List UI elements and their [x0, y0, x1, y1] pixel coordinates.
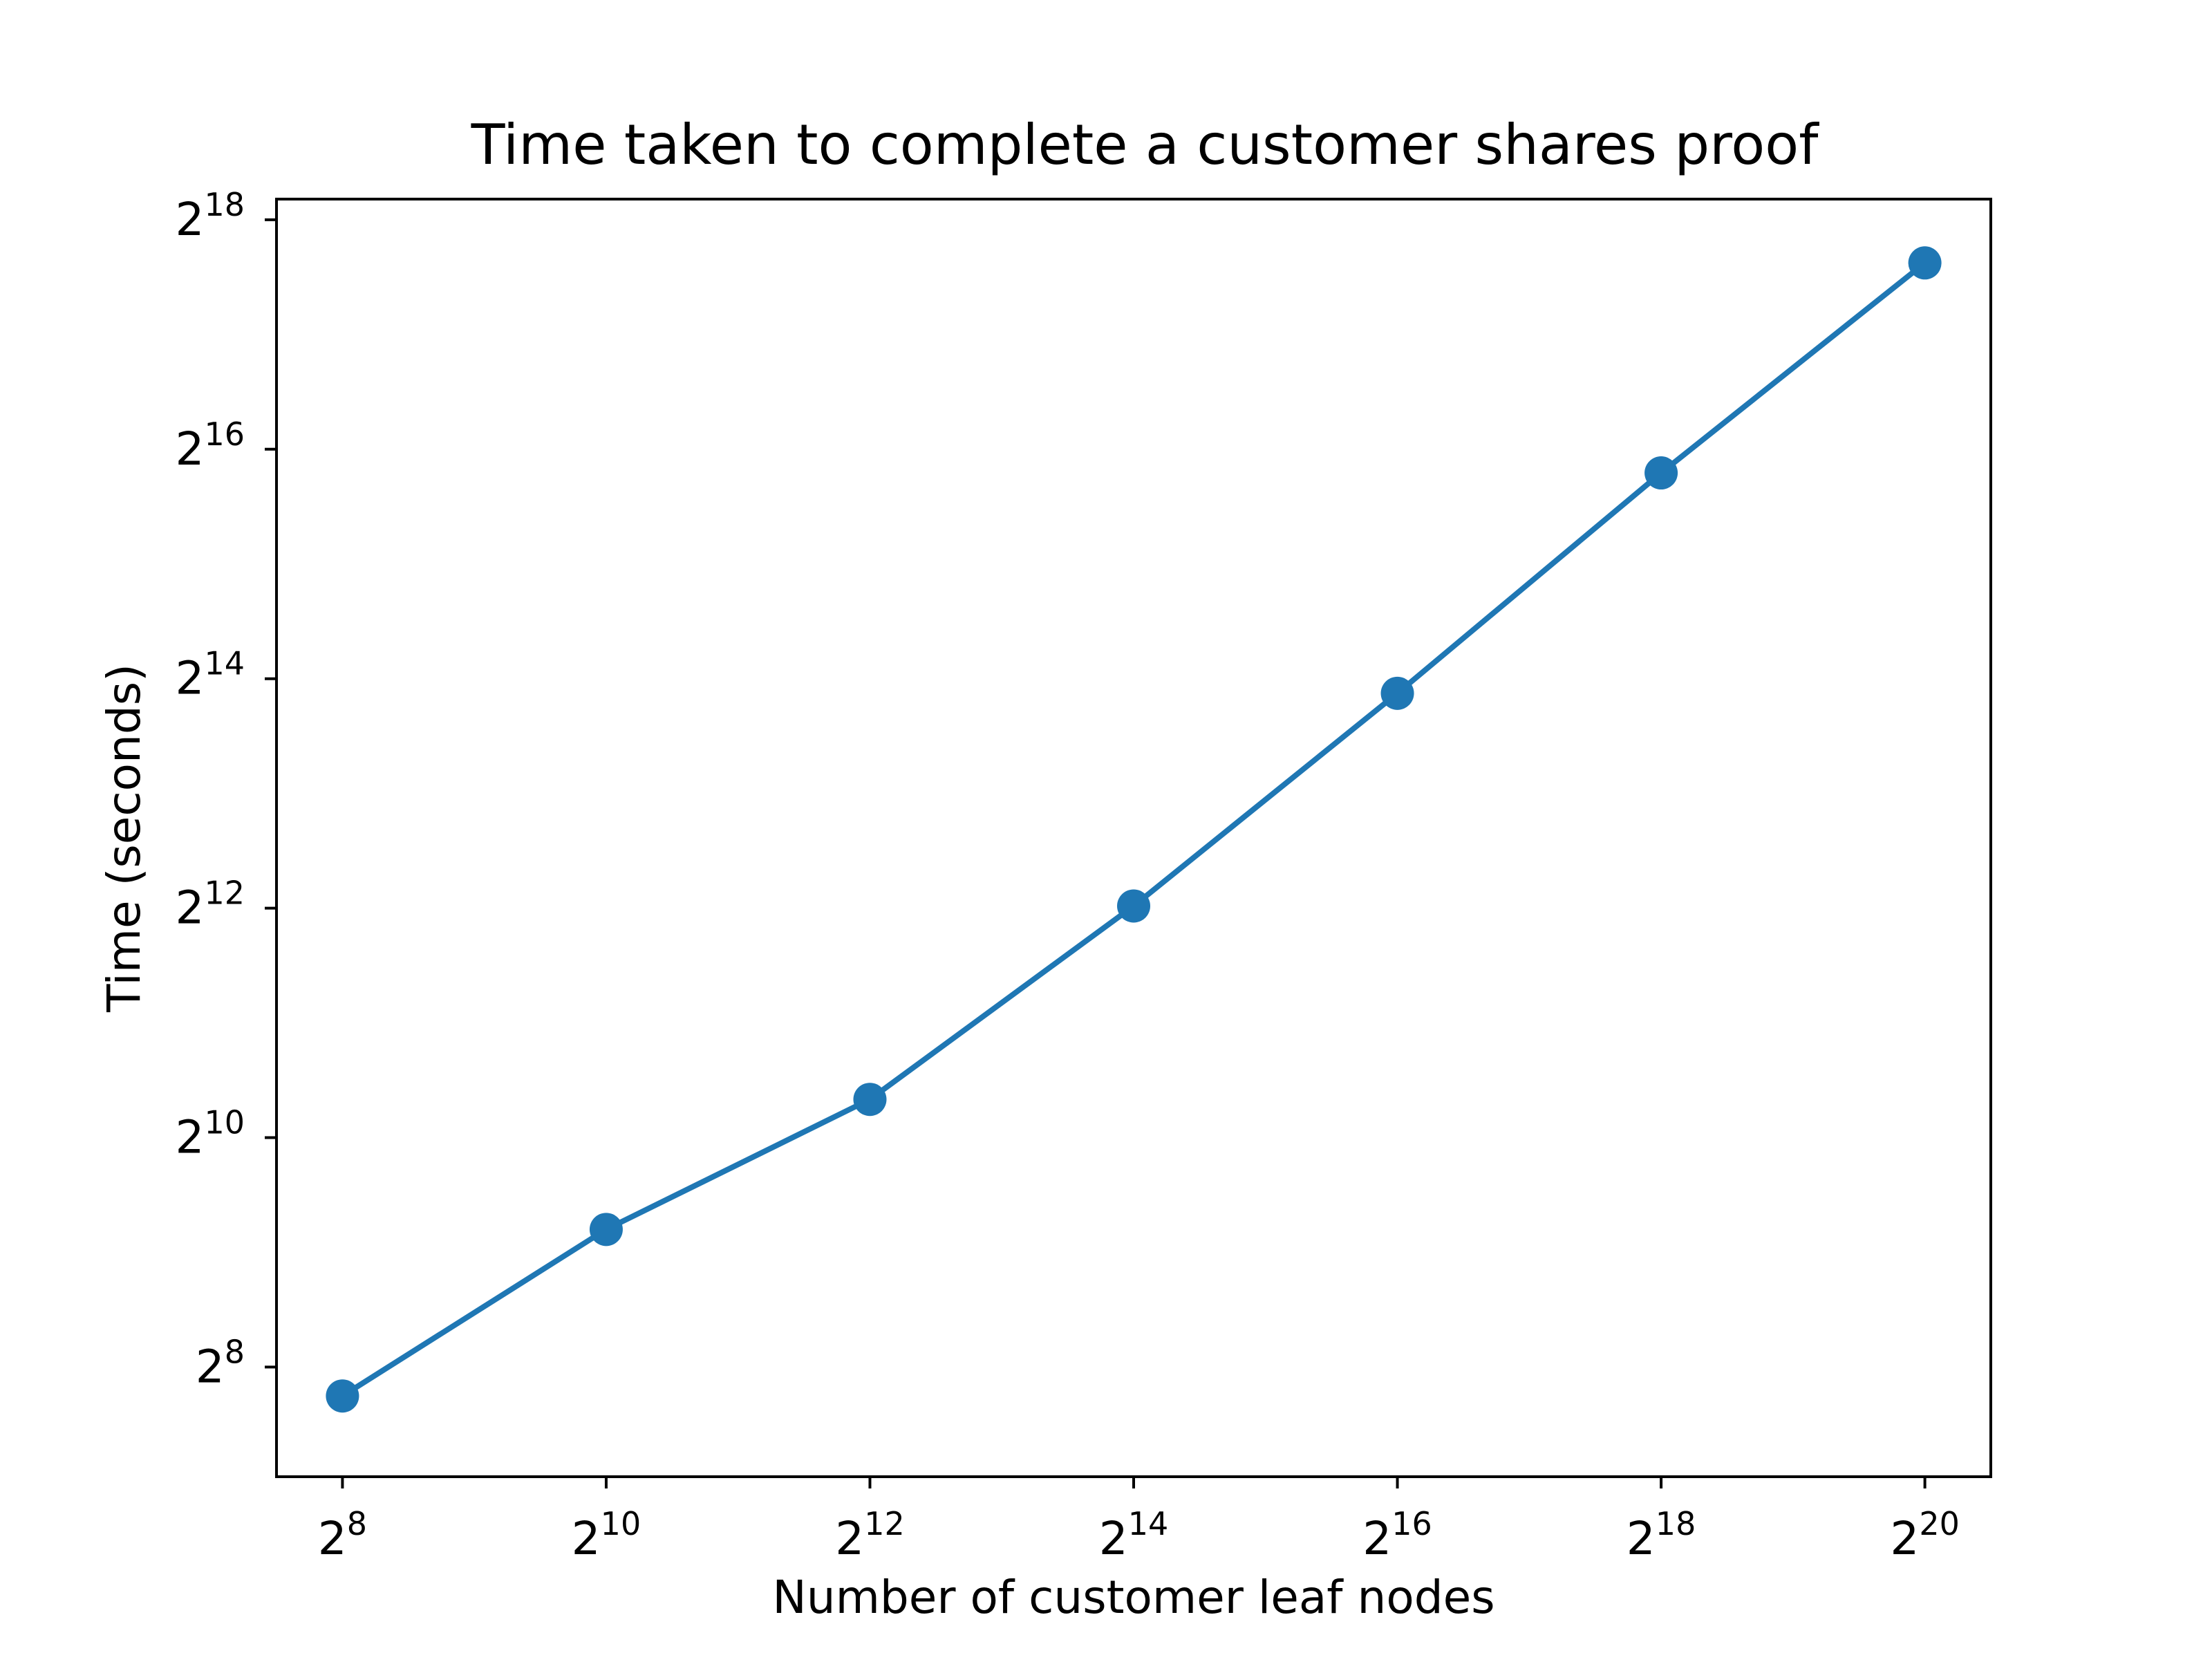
x-axis-label: Number of customer leaf nodes	[772, 1571, 1494, 1624]
data-point	[1908, 246, 1942, 280]
x-tick-label: 218	[1627, 1505, 1696, 1565]
x-tick-label: 220	[1890, 1505, 1960, 1565]
y-tick-label: 210	[175, 1104, 245, 1164]
y-tick-label: 218	[175, 186, 245, 246]
data-point	[1644, 456, 1678, 490]
data-point	[1117, 889, 1151, 923]
series-layer	[326, 246, 1942, 1413]
data-point	[853, 1083, 887, 1117]
x-tick-label: 28	[318, 1505, 367, 1565]
x-tick-label: 210	[572, 1505, 641, 1565]
y-tick-label: 216	[175, 416, 245, 476]
x-tick-label: 212	[835, 1505, 905, 1565]
x-axis-ticks: 28 210 212 214 216 218 220	[318, 1477, 1960, 1565]
y-tick-label: 212	[175, 875, 245, 935]
data-point	[1380, 676, 1414, 710]
y-axis-label: Time (seconds)	[97, 664, 151, 1013]
x-tick-label: 214	[1099, 1505, 1169, 1565]
y-tick-label: 28	[196, 1333, 245, 1393]
plot-area-frame	[275, 198, 1992, 1478]
chart-title: Time taken to complete a customer shares…	[471, 113, 1820, 177]
y-tick-label: 214	[175, 645, 245, 705]
data-point	[589, 1213, 623, 1246]
x-tick-label: 216	[1362, 1505, 1432, 1565]
y-axis-ticks: 28 210 212 214 216 218	[175, 186, 276, 1393]
data-point	[326, 1379, 359, 1413]
